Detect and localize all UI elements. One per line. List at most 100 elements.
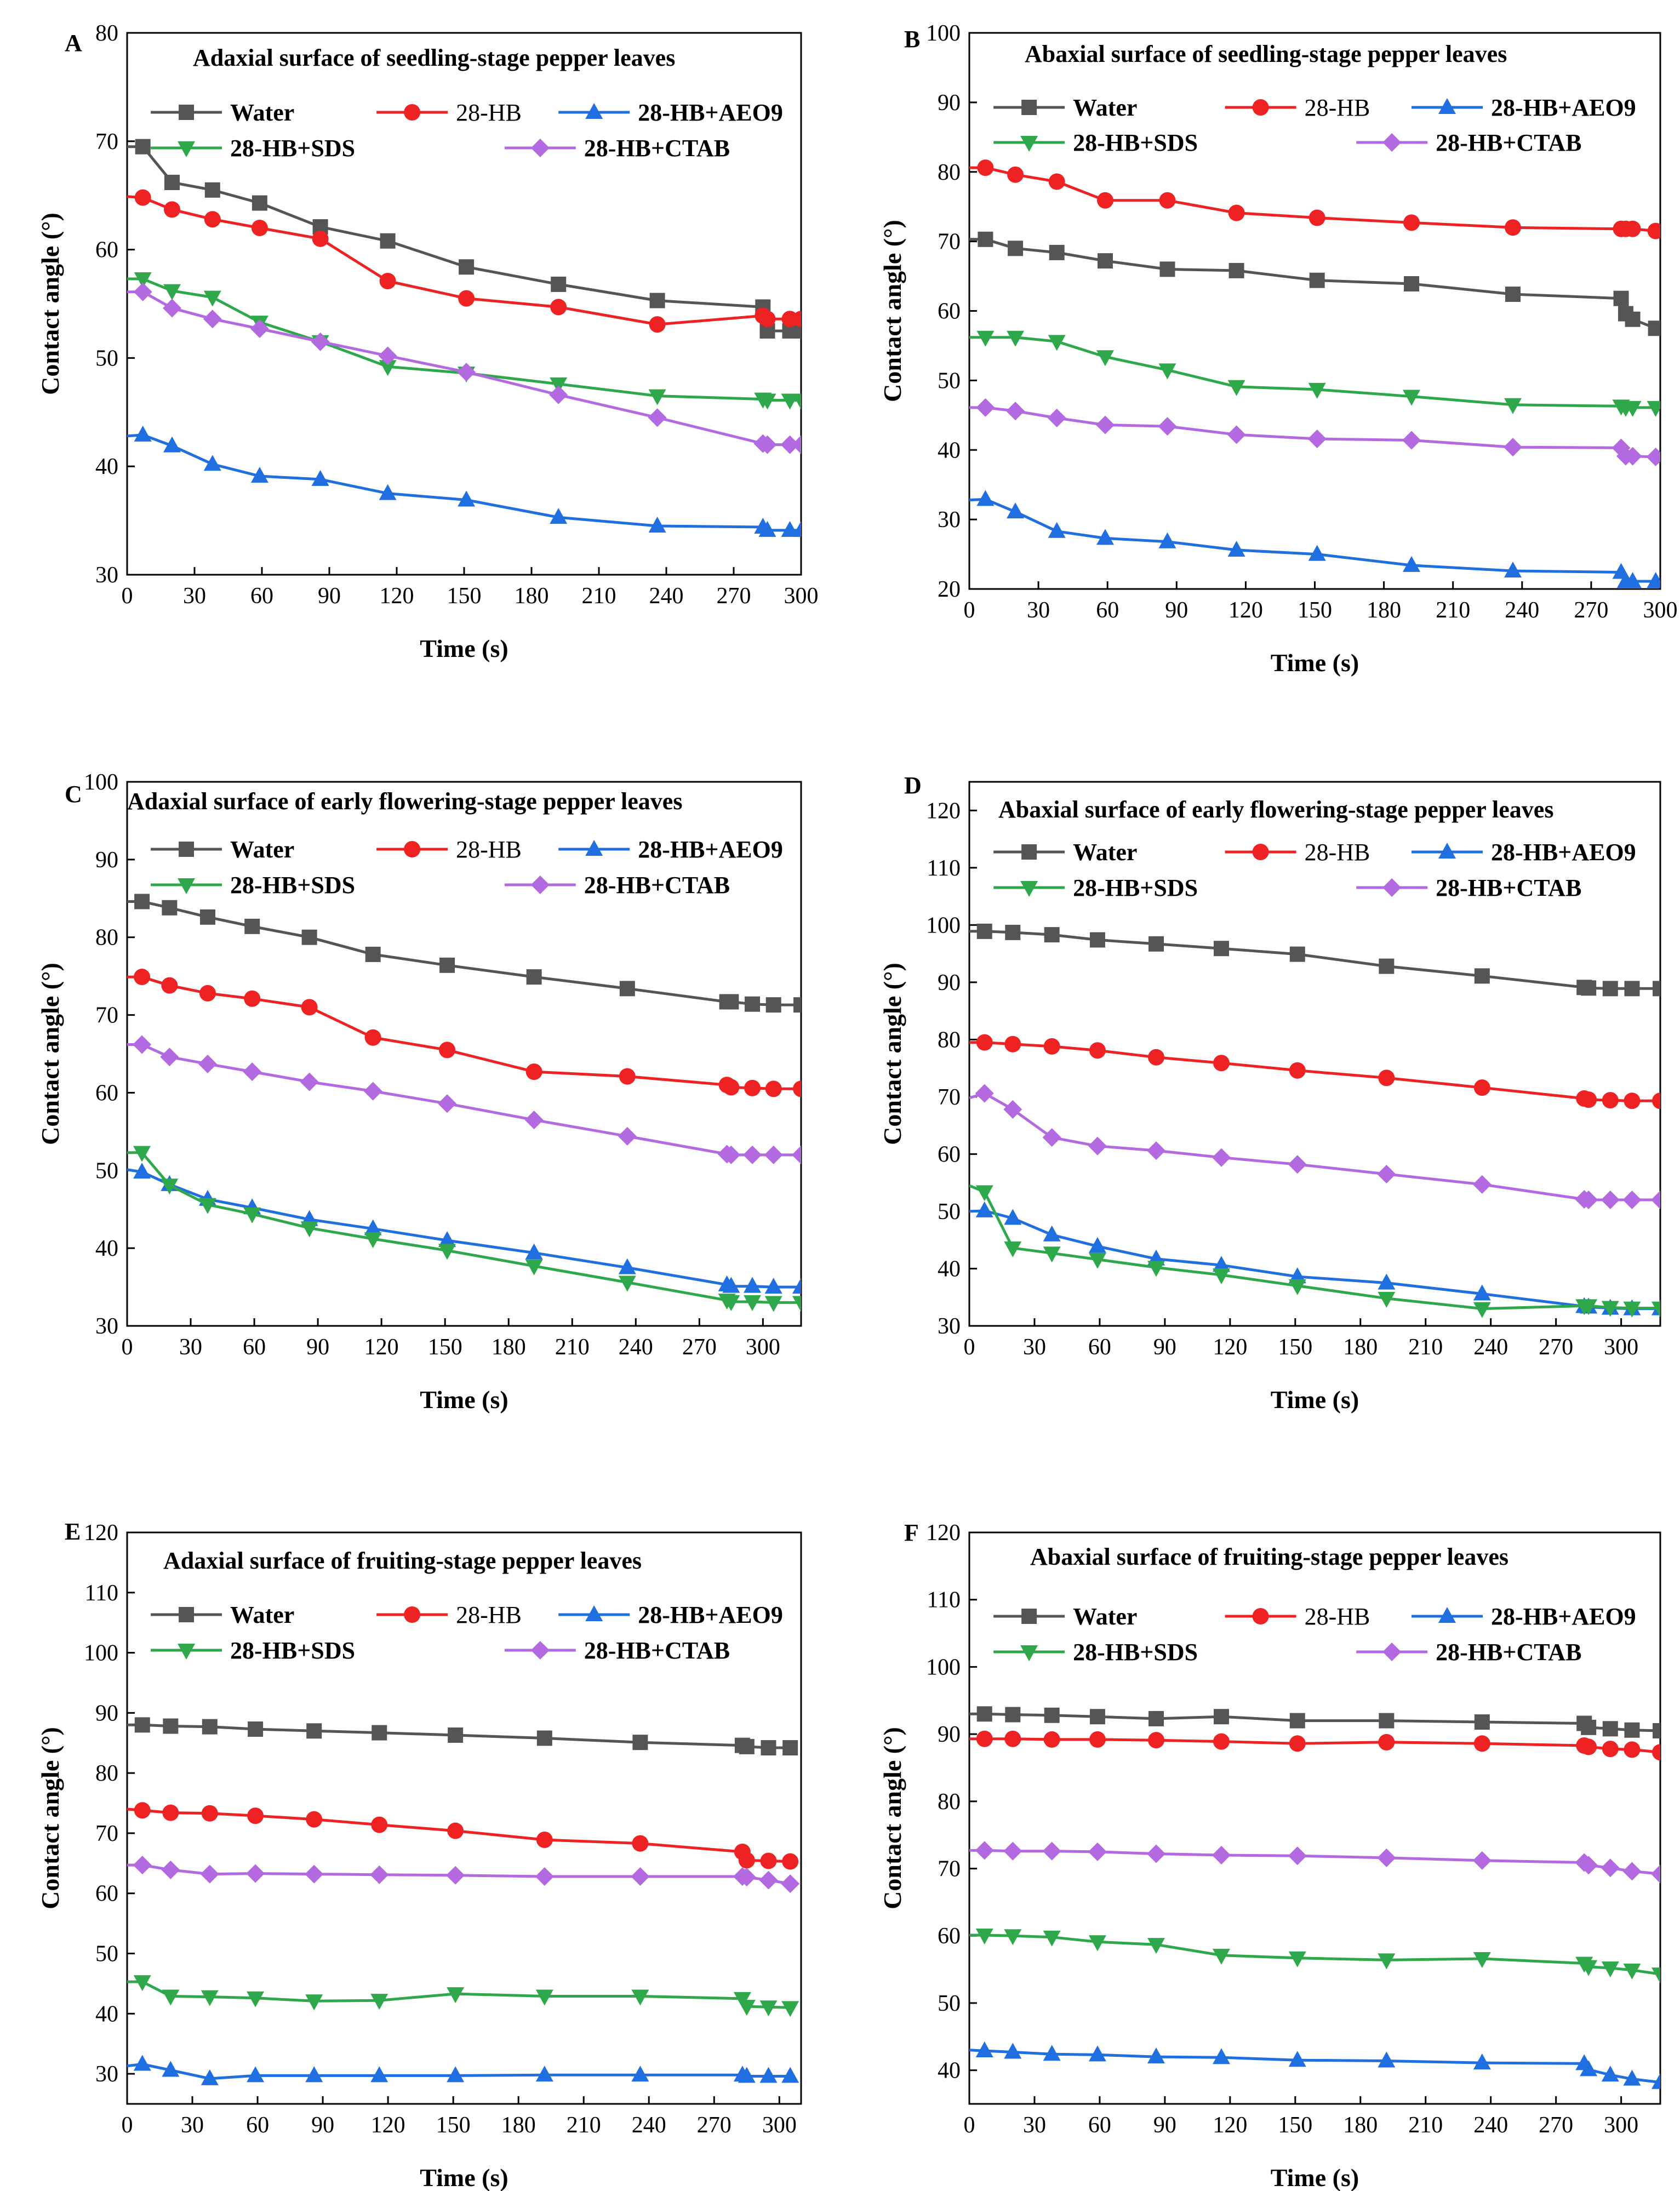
data-point — [200, 1864, 219, 1884]
data-point — [1377, 1848, 1396, 1867]
series-water — [969, 231, 1660, 336]
plot-frame — [126, 781, 802, 1327]
data-point — [1473, 1079, 1490, 1096]
data-point — [163, 1718, 179, 1734]
data-point — [649, 316, 666, 333]
legend-label: 28-HB — [1305, 94, 1370, 121]
data-point — [535, 1989, 553, 2006]
x-tick-label: 0 — [964, 2113, 975, 2138]
x-axis-label: Time (s) — [1271, 649, 1359, 677]
y-tick-label: 90 — [938, 970, 961, 996]
series-28-hb-ctab — [969, 398, 1660, 466]
data-point — [305, 1864, 324, 1884]
y-tick-label: 90 — [95, 848, 118, 873]
data-point — [1088, 1237, 1106, 1253]
y-axis-label: Contact angle (°) — [878, 963, 906, 1145]
panel-letter: A — [65, 30, 82, 56]
x-tick-label: 240 — [1505, 598, 1539, 623]
data-point — [1473, 1735, 1490, 1752]
legend-marker — [1438, 98, 1456, 114]
data-point — [243, 1207, 261, 1223]
chart-panel-b: B Abaxial surface of seedling-stage peppe… — [878, 21, 1678, 677]
data-point — [134, 1802, 151, 1819]
series-28-hb — [969, 1034, 1660, 1109]
data-point — [133, 1146, 151, 1162]
x-tick-label: 210 — [1436, 598, 1470, 623]
data-point — [1646, 447, 1660, 466]
x-tick-label: 240 — [649, 583, 684, 609]
legend-marker — [1252, 99, 1269, 116]
x-tick-label: 270 — [682, 1335, 717, 1360]
chart-title: Abaxial surface of seedling-stage pepper… — [1025, 41, 1507, 67]
data-point — [312, 230, 329, 247]
data-point — [1402, 431, 1421, 450]
x-tick-label: 120 — [1228, 598, 1263, 623]
data-point — [372, 1725, 387, 1741]
legend-item: Water — [993, 94, 1137, 121]
data-point — [448, 1727, 464, 1743]
data-point — [1089, 1731, 1106, 1748]
x-tick-label: 300 — [1604, 1335, 1638, 1360]
data-point — [163, 299, 181, 318]
x-tick-label: 240 — [619, 1335, 653, 1360]
series-28-hb-sds — [969, 330, 1660, 417]
data-point — [1004, 1929, 1022, 1946]
data-point — [759, 2067, 778, 2083]
data-point — [1651, 1191, 1660, 1210]
series-line — [127, 1043, 801, 1157]
data-point — [203, 310, 222, 329]
data-point — [526, 969, 542, 985]
data-point — [447, 1822, 464, 1839]
data-point — [549, 385, 568, 404]
data-point — [301, 929, 317, 945]
x-tick-label: 90 — [318, 583, 341, 609]
legend-label: 28-HB+AEO9 — [1491, 839, 1636, 866]
data-point — [535, 2066, 553, 2082]
y-tick-label: 60 — [938, 1924, 961, 1949]
data-point — [975, 1841, 994, 1860]
data-point — [1307, 429, 1327, 448]
y-tick-label: 40 — [938, 438, 961, 463]
data-point — [739, 1738, 755, 1754]
data-point — [1159, 192, 1176, 209]
y-axis-label: Contact angle (°) — [36, 963, 64, 1145]
data-point — [792, 1278, 801, 1294]
data-point — [1623, 447, 1642, 466]
series-28-hb — [969, 1730, 1660, 1761]
data-point — [202, 1719, 218, 1735]
data-point — [1227, 380, 1245, 396]
x-tick-label: 180 — [1343, 1335, 1378, 1360]
chart-title: Adaxial surface of early flowering-stage… — [127, 788, 682, 815]
data-point — [134, 272, 152, 289]
y-tick-label: 90 — [938, 90, 961, 116]
data-point — [758, 435, 777, 454]
y-tick-label: 120 — [84, 1520, 118, 1546]
data-point — [792, 1296, 801, 1312]
data-point — [1007, 502, 1025, 519]
legend-label: 28-HB — [456, 99, 522, 126]
x-tick-label: 150 — [436, 2113, 471, 2138]
data-point — [133, 1035, 152, 1054]
x-tick-label: 300 — [746, 1335, 780, 1360]
legend-label: 28-HB+SDS — [1073, 874, 1198, 901]
data-point — [1624, 1741, 1641, 1758]
chart-panel-e: E Adaxial surface of fruiting-stage peppe… — [36, 1518, 802, 2191]
data-point — [550, 508, 568, 524]
x-tick-label: 60 — [1088, 1335, 1111, 1360]
plot-frame — [126, 1531, 802, 2105]
legend-label: 28-HB — [1305, 839, 1370, 866]
x-tick-label: 270 — [1539, 1335, 1573, 1360]
x-tick-label: 60 — [1096, 598, 1119, 623]
data-point — [1378, 2051, 1396, 2068]
x-tick-label: 270 — [1539, 2113, 1573, 2138]
series-28-hb — [127, 1802, 799, 1870]
data-point — [1049, 244, 1065, 260]
chart-panel-a: A Adaxial surface of seedling-stage peppe… — [36, 21, 819, 662]
data-point — [1005, 1707, 1021, 1723]
data-point — [438, 1094, 457, 1113]
data-point — [1601, 1858, 1620, 1878]
data-point — [618, 1258, 636, 1274]
data-point — [370, 2066, 388, 2083]
x-tick-label: 30 — [1027, 598, 1050, 623]
data-point — [163, 284, 181, 300]
